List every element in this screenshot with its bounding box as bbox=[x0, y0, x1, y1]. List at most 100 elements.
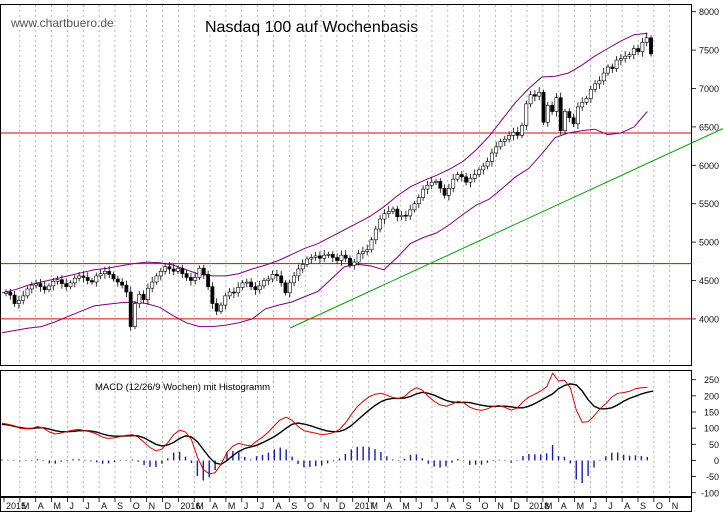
candle-body bbox=[593, 83, 598, 90]
candle-body bbox=[382, 213, 387, 220]
month-label: A bbox=[386, 501, 392, 511]
histogram-bar bbox=[226, 452, 228, 461]
histogram-bar bbox=[516, 460, 518, 462]
histogram-bar bbox=[581, 460, 583, 484]
macd-axis-label: 150 bbox=[704, 408, 719, 418]
month-label: S bbox=[466, 501, 472, 511]
candle-body bbox=[489, 152, 494, 162]
macd-histogram bbox=[1, 444, 648, 484]
month-label: O bbox=[133, 501, 140, 511]
month-label: M bbox=[22, 501, 30, 511]
candle-body bbox=[481, 165, 486, 171]
candle-body bbox=[451, 178, 456, 189]
macd-axis-label: 250 bbox=[704, 375, 719, 385]
macd-axis-label: 200 bbox=[704, 391, 719, 401]
candle-body bbox=[38, 283, 43, 287]
price-axis-label: 7000 bbox=[699, 84, 719, 94]
histogram-bar bbox=[628, 455, 631, 461]
candle-body bbox=[468, 178, 473, 183]
candle-body bbox=[77, 275, 82, 279]
candle-body bbox=[90, 280, 94, 283]
month-label: O bbox=[307, 501, 314, 511]
candle-body bbox=[8, 291, 13, 296]
histogram-bar bbox=[315, 460, 317, 467]
candle-body bbox=[29, 284, 34, 290]
price-y-axis: 4000 4500 5000 5500 6000 6500 7000 7500 8000 bbox=[691, 7, 719, 324]
month-label: M bbox=[196, 501, 204, 511]
candle-body bbox=[115, 278, 120, 283]
histogram-bar bbox=[463, 460, 465, 462]
watermark: www.chartbuero.de bbox=[10, 16, 114, 30]
histogram-bar bbox=[445, 460, 447, 467]
histogram-bar bbox=[13, 459, 15, 461]
signal-line bbox=[1, 383, 654, 466]
histogram-bar bbox=[172, 452, 175, 461]
candle-body bbox=[12, 294, 17, 304]
candle-body bbox=[253, 286, 258, 291]
candle-body bbox=[55, 279, 60, 282]
candle-body bbox=[386, 211, 391, 214]
candle-body bbox=[326, 254, 331, 256]
month-label: 2015 bbox=[6, 501, 26, 511]
histogram-bar bbox=[320, 460, 323, 466]
histogram-bar bbox=[291, 456, 293, 461]
histogram-bar bbox=[386, 456, 388, 461]
price-axis-label: 4500 bbox=[699, 276, 719, 286]
macd-panel-frame bbox=[0, 370, 692, 497]
candle-body bbox=[266, 278, 271, 281]
histogram-bar bbox=[285, 449, 287, 461]
month-label: A bbox=[101, 501, 107, 511]
histogram-bar bbox=[297, 460, 299, 465]
candle-body bbox=[524, 103, 529, 126]
histogram-bar bbox=[409, 454, 412, 461]
histogram-bar bbox=[190, 460, 193, 464]
histogram-bar bbox=[634, 455, 637, 461]
candle-body bbox=[446, 188, 451, 196]
candle-body bbox=[575, 106, 580, 125]
candle-body bbox=[94, 275, 99, 283]
macd-axis-label: 100 bbox=[704, 424, 719, 434]
candle-body bbox=[597, 80, 602, 85]
candle-body bbox=[421, 188, 426, 198]
candle-body bbox=[120, 281, 125, 286]
candle-body bbox=[34, 283, 39, 286]
month-label: N bbox=[149, 501, 156, 511]
candle-body bbox=[219, 304, 223, 312]
price-axis-label: 8000 bbox=[699, 7, 719, 17]
candle-body bbox=[580, 102, 585, 108]
price-axis-label: 7500 bbox=[699, 46, 719, 56]
candle-body bbox=[124, 284, 129, 293]
histogram-bar bbox=[113, 460, 116, 463]
histogram-bar bbox=[279, 447, 281, 461]
trend-line bbox=[289, 128, 723, 329]
candle-body bbox=[322, 254, 327, 259]
candle-body bbox=[472, 174, 477, 179]
histogram-bar bbox=[380, 452, 382, 461]
bollinger-upper-band bbox=[1, 32, 648, 294]
candle-body bbox=[455, 174, 460, 180]
macd-gridlines bbox=[19, 371, 671, 496]
candle-body bbox=[528, 94, 533, 105]
month-label: J bbox=[418, 501, 423, 511]
candle-body bbox=[25, 288, 30, 297]
histogram-bar bbox=[7, 459, 9, 461]
month-label: O bbox=[482, 501, 489, 511]
histogram-bar bbox=[72, 459, 74, 461]
histogram-bar bbox=[599, 460, 601, 462]
histogram-bar bbox=[534, 454, 536, 461]
candle-body bbox=[171, 268, 176, 272]
histogram-bar bbox=[161, 460, 163, 464]
month-label: M bbox=[371, 501, 379, 511]
candle-body bbox=[146, 287, 150, 301]
histogram-bar bbox=[587, 460, 589, 476]
candle-body bbox=[442, 188, 447, 196]
histogram-bar bbox=[273, 449, 276, 461]
candle-body bbox=[137, 294, 142, 304]
candle-body bbox=[537, 92, 542, 97]
price-panel: 4000 4500 5000 5500 6000 6500 7000 7500 8000 www… bbox=[0, 4, 723, 366]
candle-body bbox=[399, 214, 404, 218]
month-label: J bbox=[608, 501, 613, 511]
histogram-bar bbox=[196, 460, 199, 476]
candle-body bbox=[72, 277, 77, 284]
